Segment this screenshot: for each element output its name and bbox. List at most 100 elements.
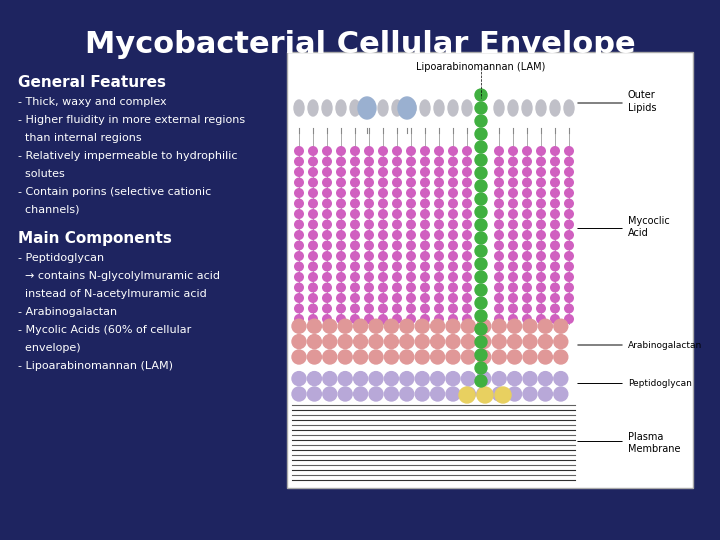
Circle shape: [420, 219, 430, 230]
Circle shape: [475, 89, 487, 101]
Circle shape: [550, 230, 560, 240]
Circle shape: [350, 230, 360, 240]
Ellipse shape: [564, 100, 574, 116]
Circle shape: [564, 230, 574, 240]
Circle shape: [475, 323, 487, 335]
Circle shape: [294, 157, 304, 166]
Ellipse shape: [350, 100, 360, 116]
Circle shape: [384, 319, 398, 333]
Circle shape: [434, 230, 444, 240]
Circle shape: [523, 372, 537, 386]
Circle shape: [431, 319, 444, 333]
Circle shape: [508, 293, 518, 303]
Circle shape: [494, 272, 504, 282]
Circle shape: [364, 303, 374, 314]
Circle shape: [392, 314, 402, 324]
Circle shape: [415, 319, 429, 333]
Circle shape: [462, 251, 472, 261]
Circle shape: [522, 240, 532, 251]
Circle shape: [550, 219, 560, 230]
Circle shape: [462, 188, 472, 198]
Circle shape: [364, 199, 374, 208]
Text: → contains N-glycolylmuramic acid: → contains N-glycolylmuramic acid: [18, 271, 220, 281]
Circle shape: [378, 282, 388, 293]
Circle shape: [392, 188, 402, 198]
Circle shape: [494, 261, 504, 272]
Text: Acid: Acid: [628, 228, 649, 239]
Circle shape: [462, 372, 475, 386]
Circle shape: [554, 335, 568, 349]
Circle shape: [292, 319, 306, 333]
Circle shape: [434, 282, 444, 293]
Circle shape: [323, 335, 337, 349]
Circle shape: [539, 335, 552, 349]
Circle shape: [536, 282, 546, 293]
Circle shape: [322, 157, 332, 166]
Circle shape: [350, 303, 360, 314]
Circle shape: [477, 387, 493, 403]
Circle shape: [522, 282, 532, 293]
Ellipse shape: [336, 100, 346, 116]
Circle shape: [420, 167, 430, 177]
Circle shape: [448, 157, 458, 166]
Text: Peptidoglycan: Peptidoglycan: [628, 379, 692, 388]
Circle shape: [492, 335, 506, 349]
Circle shape: [462, 167, 472, 177]
Circle shape: [550, 303, 560, 314]
Circle shape: [475, 349, 487, 361]
Circle shape: [536, 188, 546, 198]
Ellipse shape: [294, 100, 304, 116]
Circle shape: [494, 282, 504, 293]
Circle shape: [494, 230, 504, 240]
Circle shape: [336, 167, 346, 177]
Circle shape: [564, 282, 574, 293]
Text: - Lipoarabinomannan (LAM): - Lipoarabinomannan (LAM): [18, 361, 173, 371]
Circle shape: [378, 219, 388, 230]
Circle shape: [350, 261, 360, 272]
Ellipse shape: [420, 100, 430, 116]
Circle shape: [522, 178, 532, 187]
Circle shape: [406, 199, 416, 208]
Circle shape: [336, 314, 346, 324]
Circle shape: [294, 188, 304, 198]
Circle shape: [448, 209, 458, 219]
Circle shape: [434, 251, 444, 261]
Ellipse shape: [398, 97, 416, 119]
Circle shape: [462, 293, 472, 303]
Circle shape: [420, 303, 430, 314]
Circle shape: [431, 372, 444, 386]
Circle shape: [564, 146, 574, 156]
Circle shape: [350, 282, 360, 293]
Circle shape: [508, 282, 518, 293]
Circle shape: [350, 209, 360, 219]
Circle shape: [336, 230, 346, 240]
Circle shape: [434, 146, 444, 156]
Circle shape: [494, 251, 504, 261]
Circle shape: [550, 188, 560, 198]
Circle shape: [508, 314, 518, 324]
Circle shape: [420, 293, 430, 303]
Circle shape: [406, 146, 416, 156]
Circle shape: [477, 350, 491, 364]
Circle shape: [508, 146, 518, 156]
Circle shape: [508, 240, 518, 251]
Circle shape: [354, 319, 368, 333]
Circle shape: [322, 240, 332, 251]
Circle shape: [550, 146, 560, 156]
Circle shape: [354, 387, 368, 401]
Circle shape: [522, 272, 532, 282]
Circle shape: [564, 272, 574, 282]
Circle shape: [308, 188, 318, 198]
Circle shape: [350, 157, 360, 166]
Circle shape: [420, 178, 430, 187]
Circle shape: [508, 219, 518, 230]
Circle shape: [350, 188, 360, 198]
Circle shape: [462, 157, 472, 166]
Circle shape: [564, 209, 574, 219]
Circle shape: [475, 258, 487, 270]
Circle shape: [308, 314, 318, 324]
Text: - Higher fluidity in more external regions: - Higher fluidity in more external regio…: [18, 115, 245, 125]
Circle shape: [564, 219, 574, 230]
Circle shape: [322, 282, 332, 293]
Circle shape: [294, 314, 304, 324]
